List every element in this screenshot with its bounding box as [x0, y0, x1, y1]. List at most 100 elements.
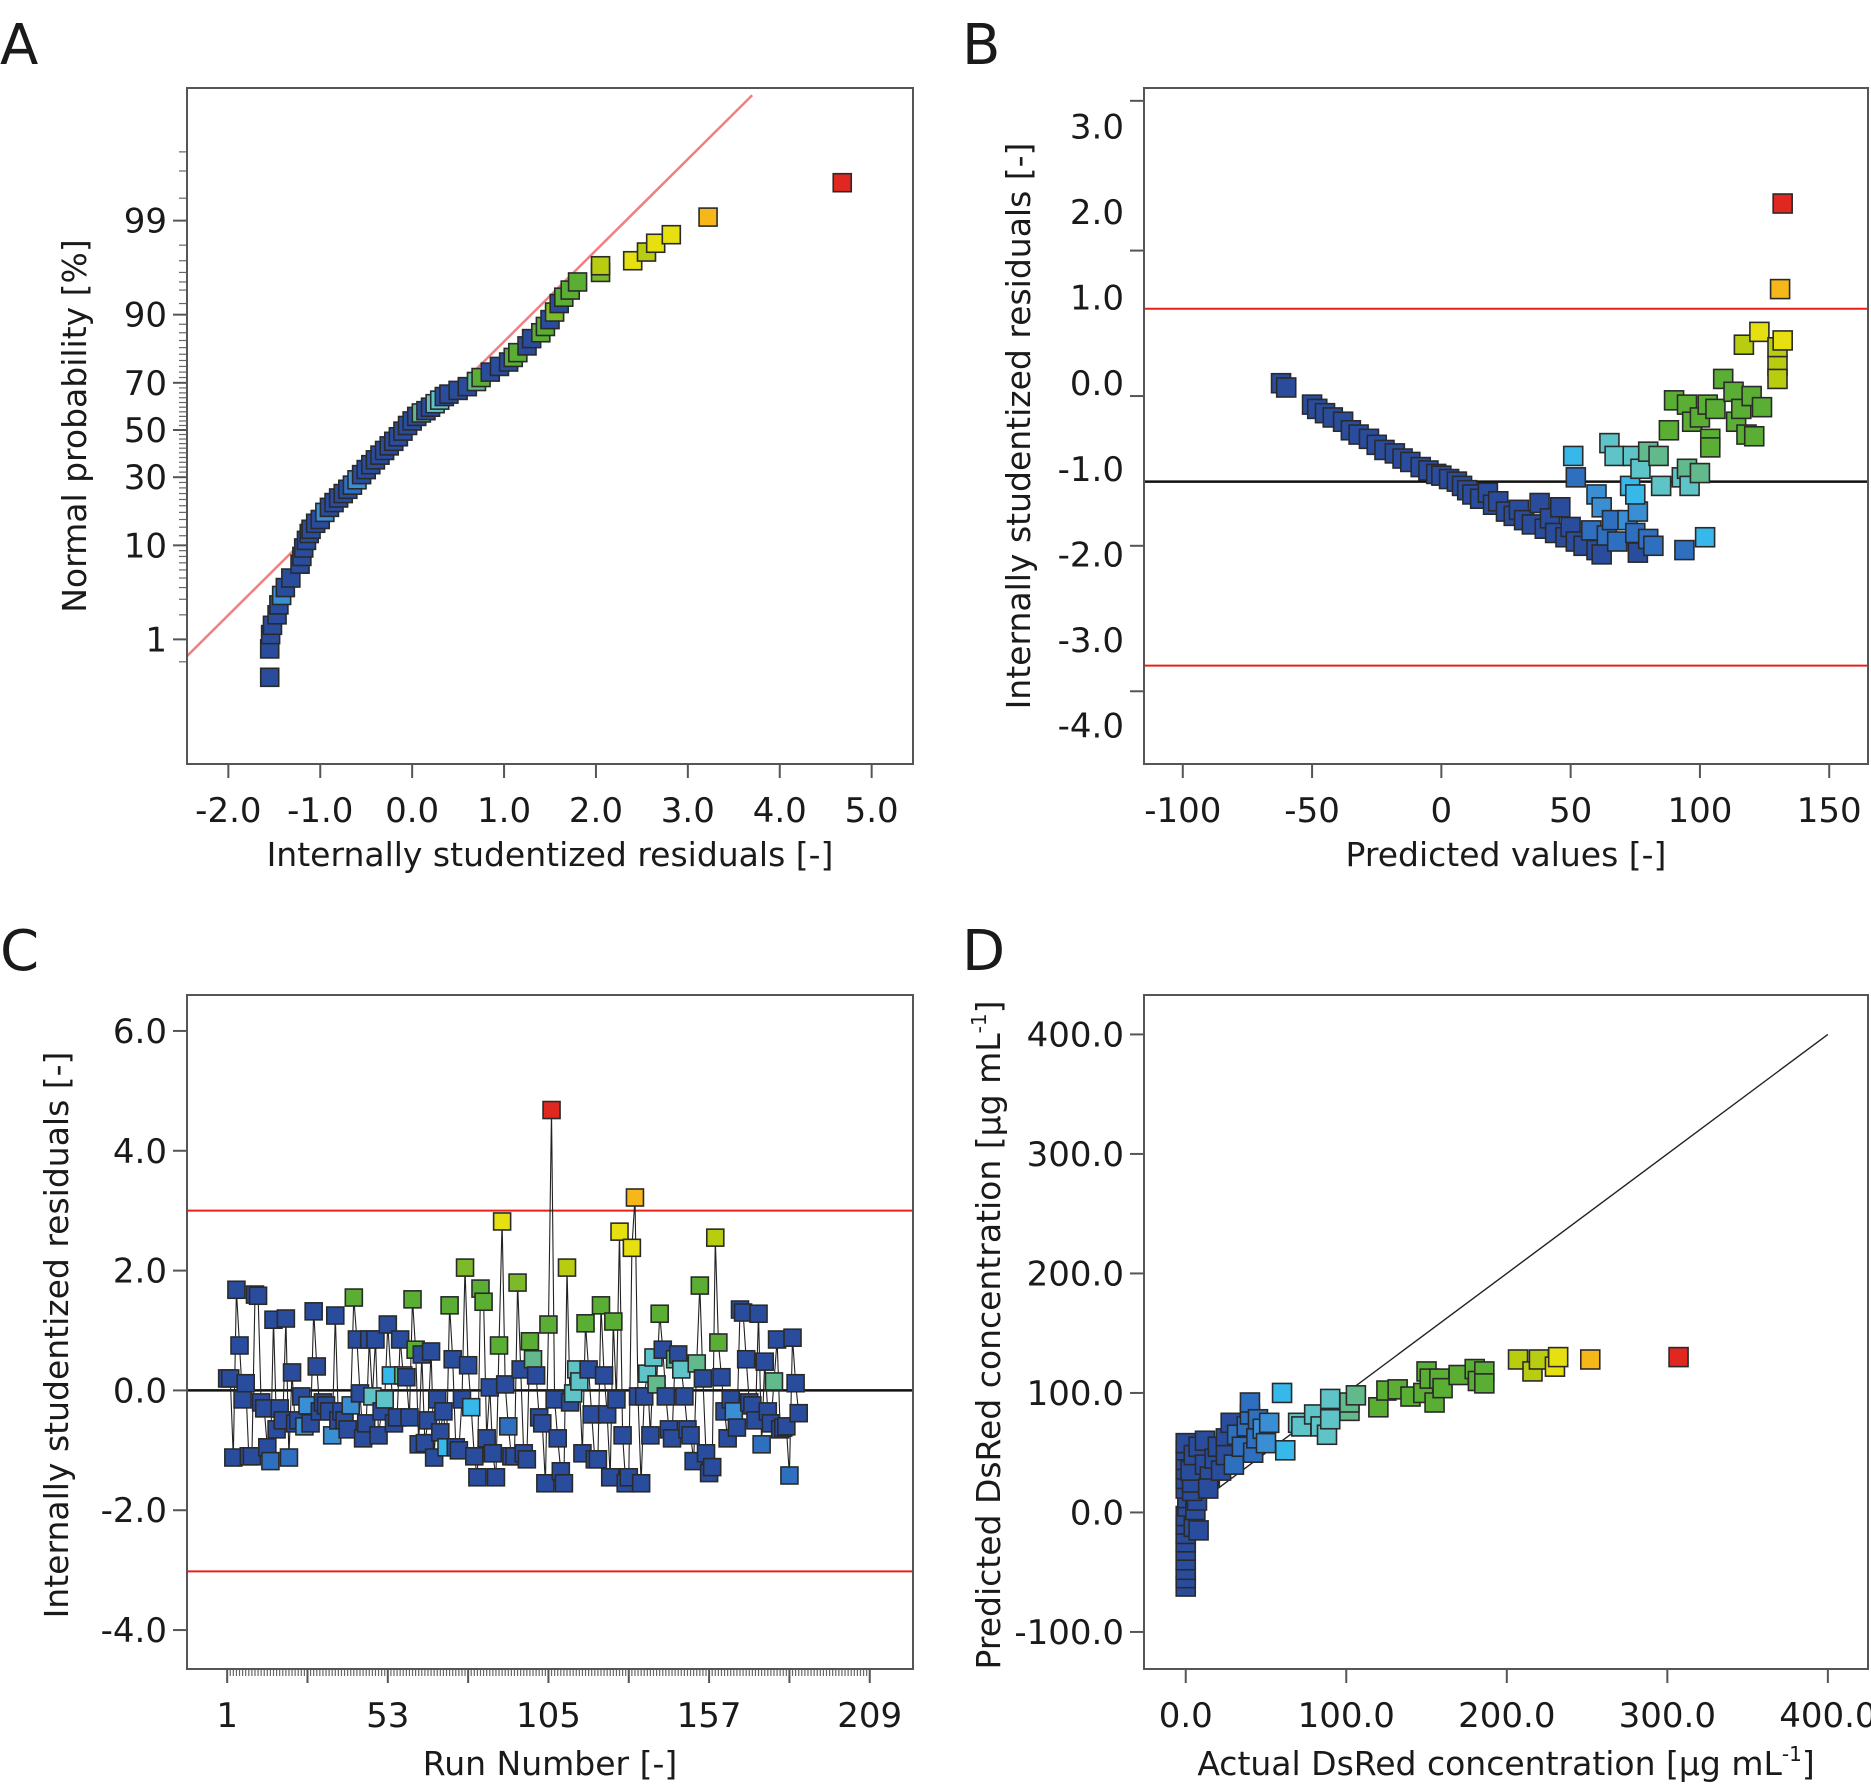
x-tick-label: 53	[366, 1696, 409, 1736]
data-point	[1699, 437, 1721, 458]
data-point	[1562, 445, 1584, 467]
x-tick-label: 209	[837, 1696, 902, 1736]
data-point	[600, 1467, 620, 1487]
data-point	[1274, 1440, 1296, 1461]
data-point	[539, 1315, 558, 1334]
data-point	[1550, 496, 1571, 518]
data-point	[705, 1228, 725, 1247]
data-point	[733, 1303, 753, 1322]
plot-frame	[186, 87, 914, 765]
data-point	[631, 1473, 651, 1493]
y-axis-title-text: Predicted DsRed concentration [µg mL	[969, 1033, 1008, 1670]
data-point	[662, 1429, 682, 1448]
x-tick-label: 400.0	[1779, 1696, 1871, 1736]
data-point	[675, 1387, 694, 1406]
x-tick-label: 105	[516, 1696, 581, 1736]
x-tick-label: 5.0	[845, 791, 899, 831]
data-point	[1258, 1412, 1280, 1434]
data-point	[400, 1408, 419, 1427]
data-point	[279, 1448, 299, 1467]
data-point	[749, 1304, 768, 1324]
data-point	[242, 1447, 262, 1466]
y-axis-title: Normal probability [%]	[55, 239, 94, 613]
x-tick-label: 150	[1797, 791, 1862, 831]
data-point	[230, 1336, 249, 1355]
data-point	[622, 1238, 642, 1258]
data-point	[690, 1276, 710, 1295]
data-point	[1630, 458, 1651, 480]
y-tick-label: -4.0	[101, 1611, 167, 1651]
data-point	[712, 1367, 731, 1387]
data-point	[641, 1426, 660, 1445]
data-point	[542, 1100, 561, 1120]
data-point	[276, 1309, 296, 1328]
data-point	[378, 1315, 398, 1334]
data-point	[736, 1349, 756, 1369]
x-tick-label: 157	[677, 1696, 742, 1736]
y-tick-label: 0.0	[113, 1371, 167, 1411]
panel-c-residuals-vs-run: 1 53 105 157 209 6.0 4.0 2.0 0.0 -2.0 -4.0 Run Num…	[37, 994, 914, 1783]
data-point	[390, 1330, 410, 1349]
y-tick-label: 4.0	[113, 1132, 167, 1172]
panel-d-predicted-vs-actual: 0.0 100.0 200.0 300.0 400.0 400.0 300.0 200.0 10…	[967, 994, 1871, 1783]
y-tick-label: 90	[124, 296, 167, 336]
data-point	[1197, 1478, 1219, 1499]
x-tick-label: 2.0	[569, 791, 623, 831]
data-point	[526, 1366, 546, 1385]
x-tick-label: 1.0	[477, 791, 531, 831]
data-point	[483, 1444, 503, 1463]
data-point	[1529, 492, 1550, 514]
data-point	[786, 1373, 805, 1393]
data-point	[567, 272, 588, 292]
data-point	[224, 1448, 243, 1467]
data-point	[486, 1467, 506, 1487]
data-point	[752, 1435, 771, 1454]
data-point	[440, 1296, 459, 1315]
data-point	[233, 1390, 252, 1409]
y-axis-title: Internally studentized residuals [-]	[37, 1052, 76, 1619]
data-point	[421, 1342, 441, 1361]
y-tick-label: -1.0	[1058, 450, 1124, 490]
data-point	[1751, 396, 1773, 418]
x-tick-label: -2.0	[195, 791, 261, 831]
x-axis-title-suffix: ]	[1802, 1744, 1815, 1783]
data-point	[1743, 425, 1765, 447]
panel-label-b: B	[962, 13, 1000, 78]
data-point	[489, 1336, 509, 1355]
data-point	[468, 1467, 487, 1487]
data-point	[1624, 484, 1646, 505]
data-point	[727, 1418, 747, 1437]
data-point	[590, 255, 611, 276]
data-point	[594, 1366, 614, 1385]
x-tick-label: 300.0	[1619, 1696, 1716, 1736]
x-axis-title: Run Number [-]	[423, 1744, 677, 1783]
y-tick-label: 6.0	[113, 1012, 167, 1052]
data-point	[495, 1375, 515, 1394]
data-point	[1547, 1346, 1569, 1368]
data-point	[650, 1304, 669, 1324]
data-point	[832, 172, 853, 193]
data-point	[520, 1331, 540, 1351]
data-point	[702, 1457, 722, 1477]
data-point	[523, 1349, 543, 1369]
data-point	[1255, 1432, 1277, 1454]
data-point	[613, 1426, 632, 1445]
data-point	[517, 1450, 537, 1469]
data-point	[227, 1280, 246, 1300]
data-point	[1319, 1388, 1341, 1410]
data-point	[304, 1302, 323, 1321]
data-point	[576, 1314, 595, 1333]
data-point	[458, 1355, 478, 1375]
x-tick-label: -1.0	[287, 791, 353, 831]
data-point	[492, 1212, 512, 1231]
data-point	[461, 1397, 481, 1417]
x-axis-title: Predicted values [-]	[1346, 835, 1667, 874]
y-tick-label: 300.0	[1027, 1135, 1124, 1175]
x-tick-label: 50	[1549, 791, 1592, 831]
y-tick-label: -3.0	[1058, 621, 1124, 661]
y-tick-label: 99	[124, 202, 167, 242]
data-point	[698, 207, 718, 227]
data-point	[767, 1330, 787, 1349]
data-point	[1769, 278, 1791, 300]
